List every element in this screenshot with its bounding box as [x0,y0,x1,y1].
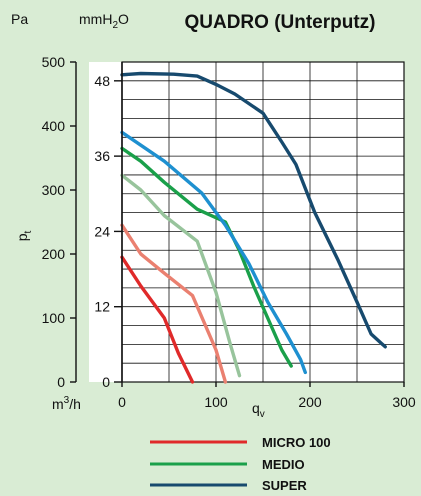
y-tick-label-mmh2o: 12 [94,299,110,315]
y-tick-label-pa: 100 [42,310,66,326]
legend-item-micro: MICRO 100 [150,435,331,450]
y-unit-mmh2o-sub: 2 [112,20,118,31]
x-unit-label: m3/h [52,395,81,412]
y-tick-label-mmh2o: 36 [94,148,110,164]
chart-title: QUADRO (Unterputz) [184,12,375,33]
x-axis-label: qv [252,400,265,420]
plot-area: 0 100 200 300 400 500 0 12 24 36 48 0 100 200 300 [42,54,416,410]
series-line-6 [120,71,387,349]
y-tick-label-pa: 200 [42,246,66,262]
legend-item-super: SUPER [150,478,307,493]
y-unit-mmh2o: mmH2O [79,11,129,31]
legend-label-micro: MICRO 100 [262,435,331,450]
series-line-1 [120,255,195,384]
y-unit-pa: Pa [11,11,28,27]
y-tick-label-pa: 0 [57,374,65,390]
axes: 0 100 200 300 400 500 0 12 24 36 48 0 100 200 300 [42,54,416,410]
y-axis-label: pt [14,230,34,241]
grid [121,61,405,383]
series-line-3 [120,173,242,378]
x-tick-label: 0 [118,394,126,410]
series-layer [120,71,387,384]
plot-background [89,62,404,382]
series-line-5 [120,130,307,375]
y-tick-label-pa: 300 [42,182,66,198]
series-line-2 [120,223,228,384]
legend: MICRO 100 MEDIO SUPER [150,435,331,493]
x-tick-label: 100 [204,394,228,410]
x-tick-label: 300 [392,394,416,410]
y-tick-label-mmh2o: 48 [94,73,110,89]
legend-label-medio: MEDIO [262,457,305,472]
y-tick-label-pa: 500 [42,54,66,70]
y-tick-label-pa: 400 [42,118,66,134]
y-tick-label-mmh2o: 0 [102,374,110,390]
legend-item-medio: MEDIO [150,457,305,472]
x-tick-label: 200 [298,394,322,410]
legend-label-super: SUPER [262,478,307,493]
y-tick-label-mmh2o: 24 [94,223,110,239]
